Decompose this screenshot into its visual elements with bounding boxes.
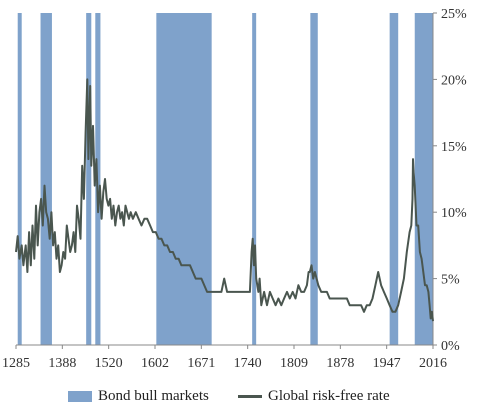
- y-tick-label-5: 25%: [441, 7, 467, 22]
- y-tick-label-2: 10%: [441, 206, 467, 221]
- x-tick-label-0: 1285: [2, 356, 30, 371]
- bull-market-band-5: [156, 13, 212, 345]
- legend-swatch-risk-free-rate: [238, 395, 262, 398]
- x-tick-label-8: 1947: [373, 356, 401, 371]
- bull-market-band-6: [252, 13, 257, 345]
- y-tick-label-0: 0%: [441, 339, 460, 354]
- series-line-1: [15, 78, 434, 322]
- legend: Bond bull markets Global risk-free rate: [0, 382, 493, 412]
- x-tick-label-3: 1602: [141, 356, 169, 371]
- bull-market-band-1: [17, 13, 22, 345]
- x-axis-ticks: 1285 1388 1520 1602 1671 1740 1809 1878 1947 2016: [2, 345, 447, 371]
- bull-market-band-3: [86, 13, 92, 345]
- series-group: [15, 78, 434, 322]
- bull-market-band-7: [310, 13, 318, 345]
- y-tick-label-3: 15%: [441, 140, 467, 155]
- x-tick-label-7: 1878: [326, 356, 354, 371]
- x-tick-label-9: 2016: [419, 356, 447, 371]
- legend-label-bull-markets: Bond bull markets: [98, 388, 209, 404]
- legend-item-risk-free-rate: Global risk-free rate: [238, 388, 390, 405]
- x-tick-label-6: 1809: [280, 356, 308, 371]
- bull-market-band-2: [40, 13, 52, 345]
- risk-free-rate-chart: 0% 5% 10% 15% 20% 25% 1285 1388 1520 1602 1671 174…: [2, 7, 467, 371]
- legend-label-risk-free-rate: Global risk-free rate: [268, 388, 390, 404]
- x-tick-label-4: 1671: [187, 356, 215, 371]
- x-tick-label-1: 1388: [48, 356, 76, 371]
- y-axis-ticks: 0% 5% 10% 15% 20% 25%: [433, 7, 467, 354]
- legend-item-bull-markets: Bond bull markets: [68, 388, 209, 405]
- bull-market-band-8: [389, 13, 399, 345]
- x-tick-label-2: 1520: [95, 356, 123, 371]
- bull-market-band-9: [414, 13, 433, 345]
- x-tick-label-5: 1740: [234, 356, 262, 371]
- bull-market-bands: [17, 13, 433, 345]
- y-tick-label-1: 5%: [441, 273, 460, 288]
- legend-swatch-bull-markets: [68, 391, 92, 402]
- y-tick-label-4: 20%: [441, 73, 467, 88]
